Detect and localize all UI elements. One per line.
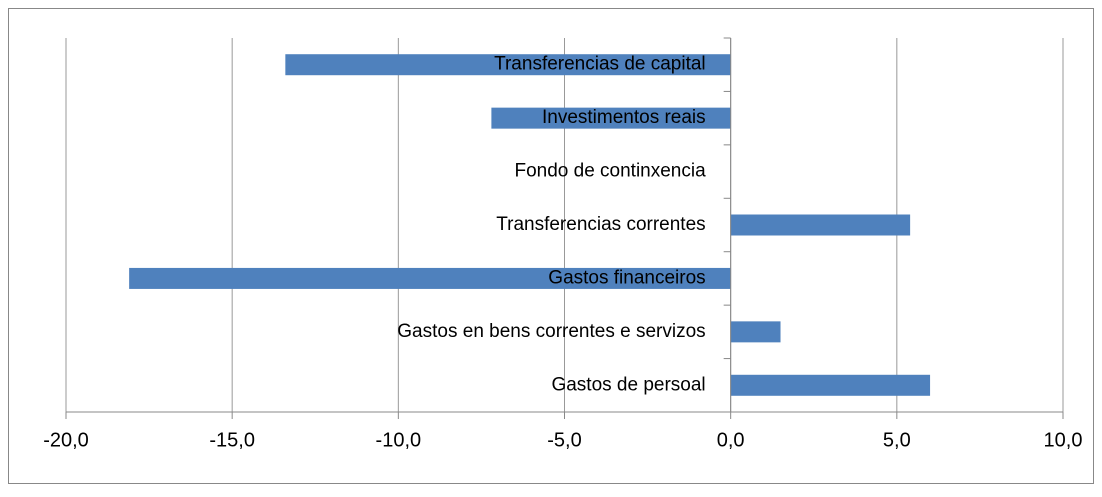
bar bbox=[730, 214, 911, 236]
y-tick-label: Transferencias de capital bbox=[494, 54, 706, 75]
x-tick-label: -15,0 bbox=[209, 429, 255, 451]
y-tick-label: Gastos en bens correntes e servizos bbox=[397, 321, 705, 342]
bar bbox=[730, 374, 931, 396]
x-tick-label: 0,0 bbox=[717, 429, 745, 451]
y-tick-label: Investimentos reais bbox=[542, 107, 706, 128]
bar bbox=[129, 267, 731, 289]
x-tick-label: 10,0 bbox=[1044, 429, 1083, 451]
x-tick-label: -5,0 bbox=[547, 429, 581, 451]
bar bbox=[730, 321, 781, 343]
y-tick-label: Gastos de persoal bbox=[551, 374, 705, 395]
x-tick-label: -10,0 bbox=[376, 429, 422, 451]
y-tick-label: Gastos financeiros bbox=[548, 267, 705, 288]
y-tick-label: Fondo de continxencia bbox=[514, 161, 706, 182]
chart-border bbox=[8, 8, 1094, 484]
bar bbox=[491, 107, 731, 129]
x-tick-label: 5,0 bbox=[883, 429, 911, 451]
x-tick-label: -20,0 bbox=[43, 429, 89, 451]
bar bbox=[285, 54, 731, 76]
y-tick-label: Transferencias correntes bbox=[496, 214, 705, 235]
